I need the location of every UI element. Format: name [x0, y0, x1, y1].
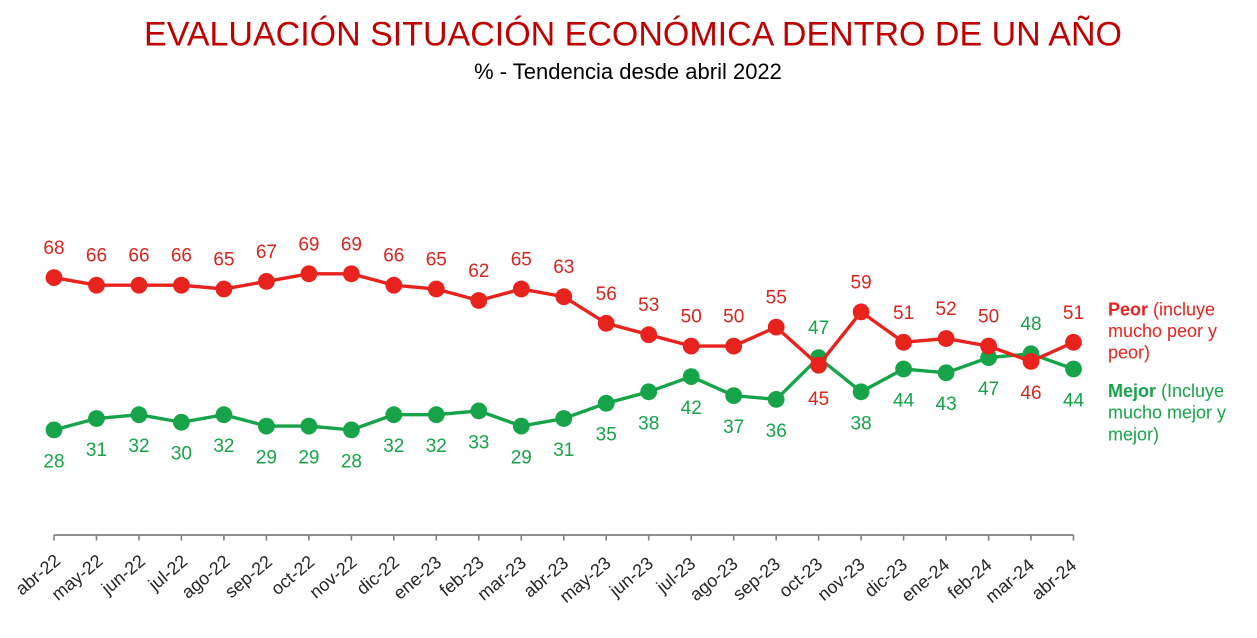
svg-text:abr-24: abr-24	[1028, 555, 1081, 604]
svg-text:59: 59	[851, 272, 872, 293]
svg-text:32: 32	[383, 436, 404, 457]
svg-text:68: 68	[43, 238, 64, 259]
svg-text:jun-23: jun-23	[605, 553, 657, 601]
svg-text:30: 30	[171, 444, 192, 465]
svg-text:56: 56	[596, 284, 617, 305]
svg-text:nov-23: nov-23	[814, 554, 869, 605]
svg-text:65: 65	[213, 250, 234, 271]
svg-text:45: 45	[808, 389, 829, 410]
svg-text:29: 29	[256, 448, 277, 469]
svg-text:32: 32	[213, 436, 234, 457]
svg-text:31: 31	[553, 440, 574, 461]
svg-text:52: 52	[936, 299, 957, 320]
svg-text:ene-23: ene-23	[389, 552, 445, 603]
svg-text:67: 67	[256, 242, 277, 263]
svg-text:31: 31	[86, 440, 107, 461]
svg-text:55: 55	[766, 288, 787, 309]
svg-text:ago-23: ago-23	[686, 553, 742, 604]
svg-text:peor): peor)	[1108, 343, 1150, 363]
svg-text:43: 43	[936, 394, 957, 415]
svg-text:jun-22: jun-22	[97, 551, 149, 599]
svg-text:% - Tendencia desde abril 2022: % - Tendencia desde abril 2022	[474, 59, 782, 84]
svg-text:32: 32	[128, 436, 149, 457]
svg-text:35: 35	[596, 425, 617, 446]
svg-text:EVALUACIÓN SITUACIÓN ECONÓMICA: EVALUACIÓN SITUACIÓN ECONÓMICA DENTRO DE…	[144, 16, 1122, 54]
svg-text:47: 47	[978, 379, 999, 400]
svg-text:ene-24: ene-24	[897, 554, 953, 605]
svg-text:mar-24: mar-24	[981, 555, 1038, 607]
svg-text:mucho peor y: mucho peor y	[1108, 321, 1217, 341]
svg-text:46: 46	[1020, 383, 1041, 404]
svg-text:65: 65	[426, 250, 447, 271]
svg-text:38: 38	[638, 413, 659, 434]
svg-text:32: 32	[426, 436, 447, 457]
svg-text:42: 42	[681, 398, 702, 419]
svg-text:28: 28	[43, 451, 64, 472]
svg-text:53: 53	[638, 295, 659, 316]
svg-text:69: 69	[298, 234, 319, 255]
svg-text:ago-22: ago-22	[178, 551, 234, 602]
svg-text:66: 66	[128, 246, 149, 267]
svg-text:sep-23: sep-23	[729, 554, 784, 605]
svg-text:29: 29	[511, 448, 532, 469]
svg-text:mejor): mejor)	[1108, 424, 1159, 444]
svg-text:50: 50	[681, 307, 702, 328]
svg-text:38: 38	[851, 413, 872, 434]
svg-text:66: 66	[383, 246, 404, 267]
svg-text:44: 44	[1063, 390, 1085, 411]
svg-text:66: 66	[86, 246, 107, 267]
svg-text:nov-22: nov-22	[306, 552, 361, 603]
svg-text:62: 62	[468, 261, 489, 282]
svg-text:48: 48	[1020, 314, 1041, 335]
svg-text:Mejor (Incluye: Mejor (Incluye	[1108, 381, 1224, 401]
svg-text:mar-23: mar-23	[473, 552, 530, 604]
svg-text:37: 37	[723, 417, 744, 438]
svg-text:mucho mejor y: mucho mejor y	[1108, 403, 1226, 423]
svg-text:Peor (incluye: Peor (incluye	[1108, 299, 1215, 319]
svg-text:65: 65	[511, 250, 532, 271]
svg-text:33: 33	[468, 432, 489, 453]
svg-text:sep-22: sep-22	[221, 551, 276, 602]
svg-text:51: 51	[893, 303, 914, 324]
svg-text:29: 29	[298, 448, 319, 469]
svg-text:44: 44	[893, 390, 915, 411]
svg-text:36: 36	[766, 421, 787, 442]
svg-text:63: 63	[553, 257, 574, 278]
svg-text:28: 28	[341, 451, 362, 472]
svg-text:47: 47	[808, 318, 829, 339]
svg-text:50: 50	[978, 307, 999, 328]
svg-text:50: 50	[723, 307, 744, 328]
svg-text:66: 66	[171, 246, 192, 267]
svg-text:51: 51	[1063, 303, 1084, 324]
svg-text:69: 69	[341, 234, 362, 255]
